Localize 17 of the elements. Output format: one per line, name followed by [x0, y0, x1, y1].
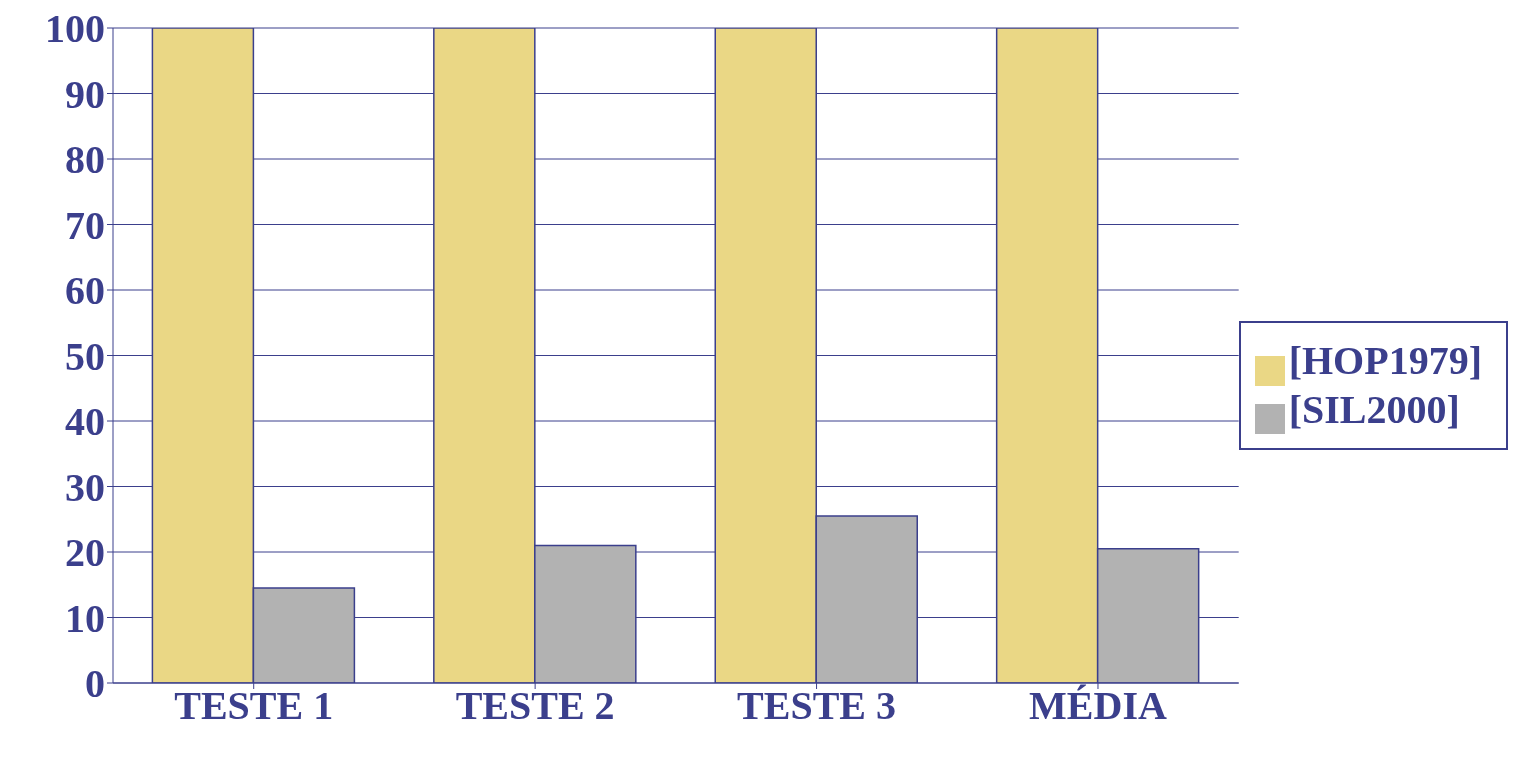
y-tick-label: 70 [65, 202, 105, 248]
legend-label: [HOP1979] [1288, 338, 1482, 384]
x-tick-label: MÉDIA [1029, 683, 1167, 729]
y-tick-label: 20 [65, 530, 105, 576]
legend-label: [SIL2000] [1288, 386, 1460, 432]
y-tick-label: 100 [45, 6, 105, 52]
y-tick-label: 40 [65, 399, 105, 445]
y-tick-label: 50 [65, 333, 105, 379]
y-tick-label: 0 [85, 661, 105, 707]
y-tick-label: 30 [65, 464, 105, 510]
y-tick-label: 80 [65, 137, 105, 183]
x-tick-label: TESTE 1 [174, 683, 334, 729]
x-tick-label: TESTE 3 [737, 683, 897, 729]
y-tick-label: 10 [65, 595, 105, 641]
y-tick-label: 60 [65, 268, 105, 314]
y-tick-label: 90 [65, 71, 105, 117]
x-tick-label: TESTE 2 [455, 683, 615, 729]
